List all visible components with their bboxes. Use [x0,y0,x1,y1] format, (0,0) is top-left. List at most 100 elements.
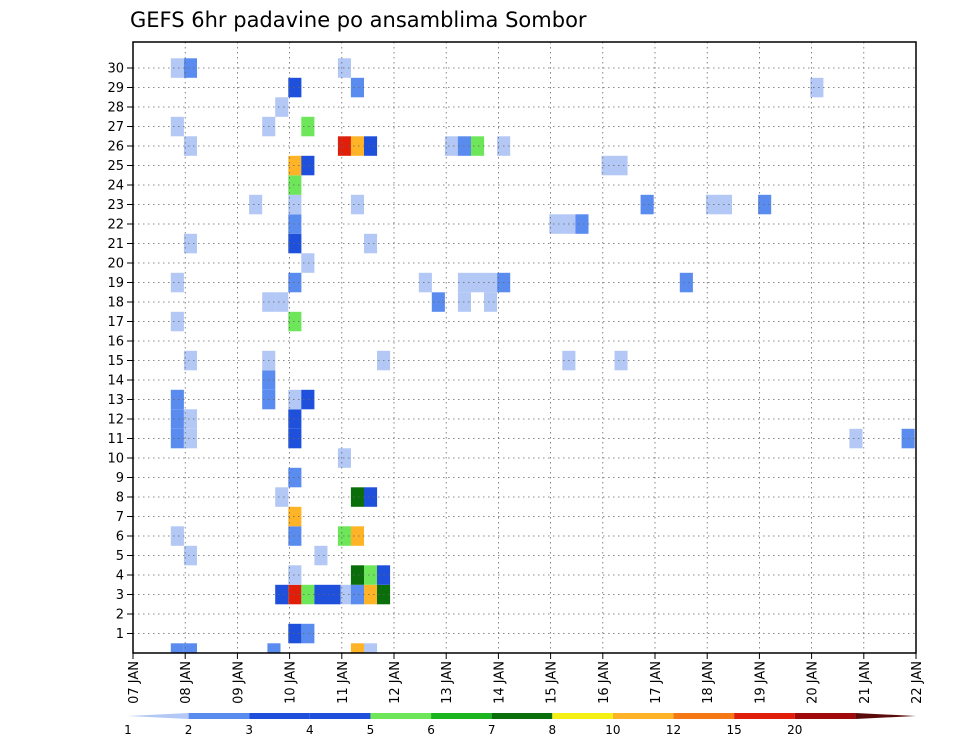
colorbar-label: 5 [367,723,375,737]
precip-cell [288,77,302,98]
precip-cell [183,409,197,429]
y-tick-label: 7 [116,510,124,525]
colorbar-segment [370,713,432,719]
precip-cell [288,194,302,215]
chart-title: GEFS 6hr padavine po ansamblima Sombor [130,8,587,32]
colorbar-segment [128,713,189,719]
x-tick-label: 17 JAN [649,661,664,704]
y-tick-label: 17 [107,315,124,330]
colorbar-label: 15 [727,723,742,737]
precip-cell [288,409,302,429]
precip-cell [183,428,197,449]
precip-cell [350,526,364,546]
precip-cell [614,350,628,371]
precip-cell [288,584,302,605]
colorbar-segment [249,713,310,719]
precip-cell [249,194,263,215]
precip-cell [301,253,315,273]
axes-layer: 1234567891011121314151617181920212223242… [107,41,925,704]
y-tick-label: 28 [107,101,124,116]
precip-cell [288,272,302,293]
x-tick-label: 08 JAN [179,661,194,704]
y-tick-label: 26 [107,140,124,155]
precip-cell [170,526,184,546]
precip-cell [444,136,458,156]
colorbar-label: 10 [605,723,620,737]
y-tick-label: 13 [107,393,124,408]
colorbar-segment [552,713,613,719]
colorbar-legend: 1 2 3 4 5 6 7 8 10 12 15 20 [124,713,916,737]
precip-cell [340,584,354,605]
y-tick-label: 12 [107,413,124,428]
x-tick-label: 15 JAN [545,661,560,704]
precip-cell [288,565,302,585]
precip-cell [288,175,302,195]
precip-cell [183,58,197,78]
precip-cell [758,194,772,215]
precip-cell [364,565,378,585]
precip-cell [288,155,302,176]
x-tick-label: 21 JAN [858,661,873,704]
precip-cell [484,272,498,293]
precip-cell [810,77,824,98]
precip-cell [170,311,184,332]
precip-cell [288,389,302,410]
precip-cell [364,233,378,254]
precip-cell [640,194,654,215]
colorbar-label: 8 [548,723,556,737]
colorbar-label: 12 [666,723,681,737]
colorbar-label: 1 [124,723,132,737]
precip-cell [549,214,563,234]
precip-cell [350,194,364,215]
x-tick-label: 16 JAN [597,661,612,704]
precip-cell [350,584,364,605]
precip-cell [364,584,378,605]
precip-cell [267,643,281,654]
colorbar-label: 7 [488,723,496,737]
colorbar-segment [734,713,795,719]
precip-cell [170,389,184,410]
y-tick-label: 11 [107,432,124,447]
x-tick-label: 11 JAN [336,661,351,704]
precip-cell [170,58,184,78]
precip-cell [170,428,184,449]
precip-cell [364,643,378,654]
y-tick-label: 29 [107,81,124,96]
y-tick-label: 3 [116,588,124,603]
precip-cell [418,272,432,293]
precip-cell [350,643,364,654]
precip-cell [183,545,197,566]
colorbar-segment [188,713,250,719]
precip-cell [170,272,184,293]
precip-cell [301,116,315,137]
y-tick-label: 1 [116,627,124,642]
precip-cell [301,155,315,176]
precip-cell [275,292,289,312]
y-tick-label: 21 [107,237,124,252]
x-tick-label: 22 JAN [910,661,925,704]
precip-cell [471,136,485,156]
x-tick-label: 20 JAN [806,661,821,704]
precip-cell [288,506,302,527]
precip-cell [301,623,315,644]
y-tick-label: 15 [107,354,124,369]
precip-cell [288,428,302,449]
y-tick-label: 5 [116,549,124,564]
precip-cell [314,584,328,605]
colorbar-segment [309,713,371,719]
y-tick-label: 22 [107,218,124,233]
precip-cell [183,350,197,371]
x-tick-label: 07 JAN [127,661,142,704]
precip-cell [705,194,719,215]
precip-cell [288,214,302,234]
precip-cell [275,487,289,507]
precip-cell [288,311,302,332]
colorbar-segment [431,713,492,719]
precip-cell [679,272,693,293]
x-tick-label: 19 JAN [753,661,768,704]
y-tick-label: 30 [107,62,124,77]
y-tick-label: 9 [116,471,124,486]
plot-frame [132,41,917,654]
precip-cell [471,272,485,293]
